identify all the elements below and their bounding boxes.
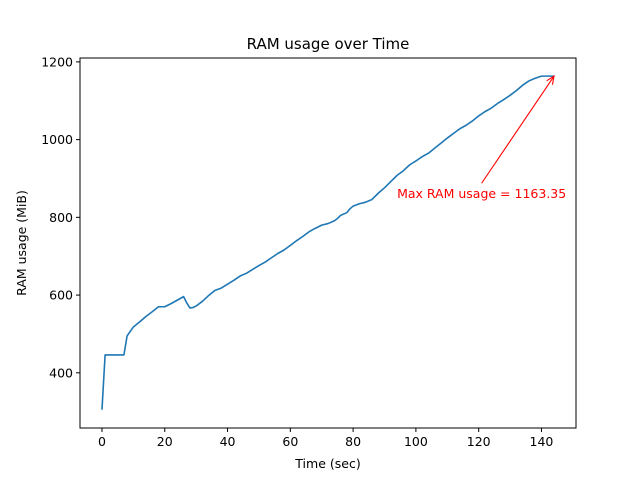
x-tick-label: 20	[157, 434, 173, 449]
annotation-arrow	[481, 75, 555, 184]
y-tick-label: 1000	[41, 132, 73, 147]
x-tick-label: 100	[404, 434, 428, 449]
annotation-arrowhead	[546, 74, 555, 85]
chart-title: RAM usage over Time	[247, 35, 410, 53]
x-tick-label: 120	[467, 434, 491, 449]
x-tick-label: 0	[98, 434, 106, 449]
annotation-label: Max RAM usage = 1163.35	[397, 186, 566, 201]
annotation: Max RAM usage = 1163.35	[397, 74, 566, 201]
y-axis-title: RAM usage (MiB)	[14, 190, 29, 296]
x-axis-title: Time (sec)	[294, 456, 360, 471]
x-tick-label: 80	[345, 434, 361, 449]
x-tick-label: 40	[220, 434, 236, 449]
x-tick-label: 140	[530, 434, 554, 449]
y-tick-label: 400	[49, 365, 73, 380]
x-tick-label: 60	[282, 434, 298, 449]
y-tick-label: 600	[49, 288, 73, 303]
tick-layer: 0 20 40 60 80 100 120 140 400 600 800 1000 1200	[41, 54, 553, 449]
series-line-0	[101, 75, 555, 410]
axes-frame	[79, 57, 577, 429]
y-tick-label: 1200	[41, 54, 73, 69]
plot-area	[101, 75, 555, 410]
y-tick-label: 800	[49, 210, 73, 225]
